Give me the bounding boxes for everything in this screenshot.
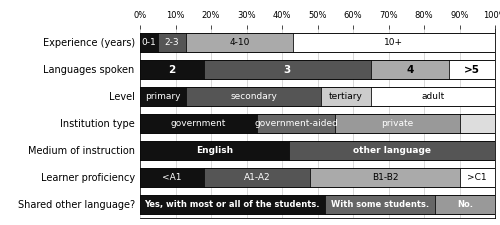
Bar (204, 60, 371, 79)
Bar (371, 87, 495, 106)
Bar (371, 60, 449, 79)
Text: adult: adult (421, 92, 444, 101)
Text: >5: >5 (464, 65, 480, 75)
Text: 3: 3 (284, 65, 291, 75)
Text: 4-10: 4-10 (229, 38, 250, 47)
Text: government-aided: government-aided (254, 119, 338, 128)
Text: Institution type: Institution type (60, 119, 134, 129)
Bar (140, 60, 204, 79)
Text: Yes, with most or all of the students.: Yes, with most or all of the students. (144, 200, 320, 209)
Bar (140, 168, 204, 187)
Bar (335, 114, 460, 133)
Text: primary: primary (146, 92, 181, 101)
Text: 10+: 10+ (384, 38, 404, 47)
Text: 2: 2 (168, 65, 175, 75)
Text: >C1: >C1 (468, 173, 487, 182)
Text: <A1: <A1 (162, 173, 182, 182)
Bar (324, 195, 434, 214)
Bar (140, 87, 186, 106)
Text: secondary: secondary (230, 92, 277, 101)
Bar (289, 141, 495, 160)
Text: Languages spoken: Languages spoken (44, 65, 134, 75)
Text: 2-3: 2-3 (164, 38, 180, 47)
Bar (186, 33, 292, 52)
Text: 0-1: 0-1 (142, 38, 156, 47)
Bar (140, 33, 158, 52)
Text: No.: No. (457, 200, 473, 209)
Bar (204, 168, 310, 187)
Bar (321, 87, 371, 106)
Text: Shared other language?: Shared other language? (18, 200, 134, 210)
Text: Experience (years): Experience (years) (42, 38, 134, 48)
Bar (186, 87, 321, 106)
Text: Level: Level (109, 92, 134, 102)
Bar (434, 195, 495, 214)
Bar (140, 114, 257, 133)
Text: Medium of instruction: Medium of instruction (28, 146, 134, 156)
Text: Learner proficiency: Learner proficiency (40, 173, 134, 183)
Bar (460, 168, 495, 187)
Text: 4: 4 (406, 65, 413, 75)
Text: With some students.: With some students. (330, 200, 428, 209)
Text: private: private (382, 119, 414, 128)
Text: B1-B2: B1-B2 (372, 173, 398, 182)
Bar (257, 114, 335, 133)
Bar (158, 33, 186, 52)
Text: other language: other language (353, 146, 431, 155)
Text: A1-A2: A1-A2 (244, 173, 270, 182)
Bar (292, 33, 495, 52)
Bar (449, 60, 495, 79)
Text: English: English (196, 146, 233, 155)
Bar (140, 195, 324, 214)
Text: tertiary: tertiary (329, 92, 363, 101)
Bar (310, 168, 460, 187)
Bar (460, 114, 495, 133)
Bar (140, 141, 289, 160)
Text: government: government (171, 119, 226, 128)
